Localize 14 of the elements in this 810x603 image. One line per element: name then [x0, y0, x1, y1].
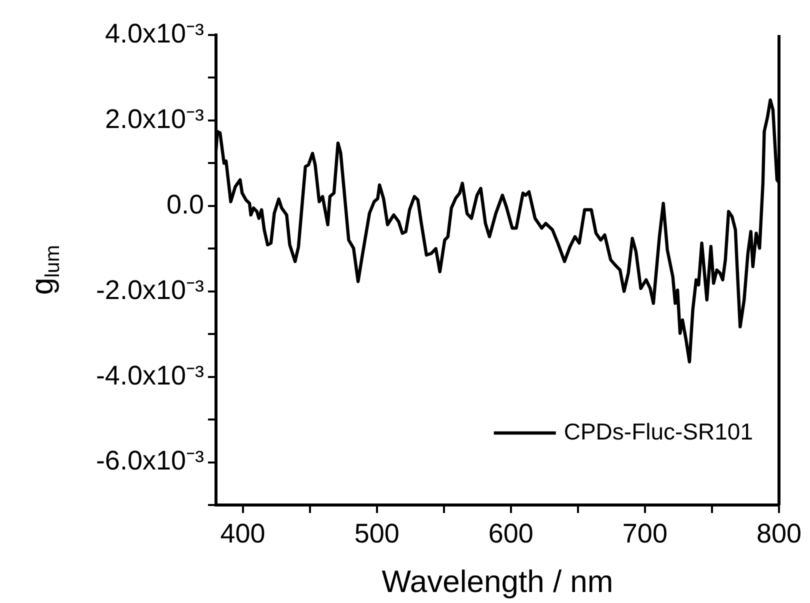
x-tick-label: 600 — [488, 518, 534, 549]
x-axis-title: Wavelength / nm — [382, 564, 614, 599]
y-tick-label: -4.0x10⁻³ — [96, 360, 204, 390]
legend-label: CPDs-Fluc-SR101 — [564, 418, 753, 444]
y-tick-label: -2.0x10⁻³ — [96, 274, 204, 305]
y-tick-label: 0.0 — [166, 189, 204, 220]
y-tick-label: -6.0x10⁻³ — [96, 446, 204, 476]
x-tick-label: 500 — [354, 518, 400, 549]
y-tick-label: 2.0x10⁻³ — [104, 104, 204, 134]
x-tick-label: 400 — [220, 518, 266, 549]
y-tick-label: 4.0x10⁻³ — [104, 18, 204, 48]
y-axis-title: glum — [24, 245, 64, 295]
x-tick-label: 800 — [756, 518, 802, 549]
x-tick-label: 700 — [622, 518, 668, 549]
